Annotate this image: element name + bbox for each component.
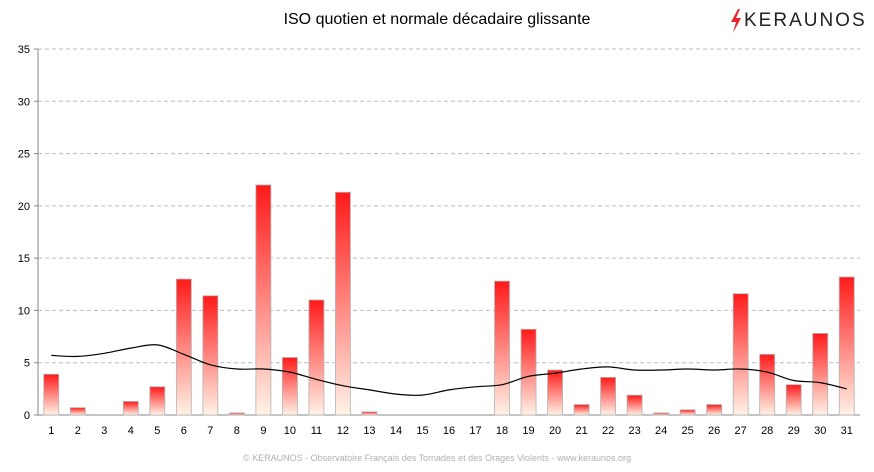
bars (43, 184, 855, 416)
x-tick-label: 11 (311, 425, 322, 437)
x-tick-label: 30 (814, 425, 826, 437)
x-tick-label: 1 (48, 425, 54, 437)
x-tick-label: 21 (575, 425, 587, 437)
x-tick-label: 19 (522, 425, 534, 437)
lightning-bolt-icon (731, 9, 741, 33)
x-tick-label: 3 (101, 425, 107, 437)
bar-day-8 (228, 412, 245, 416)
bar-day-24 (653, 412, 670, 416)
y-tick-label: 15 (18, 253, 30, 265)
normal-line (51, 344, 847, 396)
bar-day-9 (255, 184, 272, 416)
bar-day-20 (547, 369, 563, 416)
x-tick-label: 17 (469, 425, 481, 437)
bar-day-18 (494, 280, 510, 416)
y-tick-label: 20 (18, 201, 30, 213)
bar-day-23 (626, 394, 643, 416)
bar-day-28 (759, 353, 776, 416)
y-tick-label: 35 (18, 44, 30, 56)
x-tick-label: 29 (788, 425, 800, 437)
x-tick-label: 7 (207, 425, 213, 437)
chart-title: ISO quotien et normale décadaire glissan… (283, 11, 591, 28)
bar-day-26 (706, 404, 723, 416)
bar-day-12 (335, 191, 351, 416)
axes (34, 48, 860, 416)
x-tick-label: 16 (443, 425, 455, 437)
x-tick-label: 10 (284, 425, 296, 437)
bar-day-30 (812, 333, 829, 416)
bar-day-7 (202, 295, 219, 416)
x-tick-label: 22 (602, 425, 614, 437)
x-tick-label: 26 (708, 425, 720, 437)
y-tick-label: 30 (18, 96, 30, 108)
bar-day-21 (573, 404, 590, 416)
bar-day-10 (282, 357, 298, 416)
x-tick-label: 5 (154, 425, 160, 437)
footer-credit: © KERAUNOS - Observatoire Français des T… (243, 453, 631, 463)
y-tick-label: 25 (18, 149, 30, 161)
x-tick-label: 8 (234, 425, 240, 437)
x-tick-label: 25 (682, 425, 694, 437)
x-tick-label: 9 (260, 425, 266, 437)
x-tick-label: 23 (628, 425, 640, 437)
bar-day-6 (175, 278, 192, 416)
x-tick-label: 4 (128, 425, 134, 437)
bar-day-19 (520, 328, 537, 416)
x-tick-label: 20 (549, 425, 561, 437)
bar-day-25 (679, 409, 696, 416)
logo-text: KERAUNOS (744, 10, 867, 31)
x-tick-label: 18 (496, 425, 508, 437)
bar-day-13 (361, 411, 378, 416)
y-tick-label: 5 (24, 358, 30, 370)
x-tick-label: 14 (390, 425, 402, 437)
bar-day-27 (732, 293, 749, 416)
bar-day-4 (122, 401, 139, 416)
x-tick-label: 24 (655, 425, 667, 437)
x-tick-label: 2 (75, 425, 81, 437)
normal-line-layer (51, 344, 847, 396)
grid-lines (38, 48, 860, 364)
bar-day-31 (838, 276, 855, 416)
keraunos-logo: KERAUNOS (730, 8, 867, 34)
bar-day-29 (785, 384, 802, 416)
x-tick-label: 31 (841, 425, 853, 437)
y-tick-label: 10 (18, 305, 30, 317)
y-tick-label: 0 (24, 410, 30, 422)
x-tick-label: 12 (337, 425, 349, 437)
bar-day-1 (43, 373, 60, 416)
x-tick-label: 13 (363, 425, 375, 437)
bar-day-11 (308, 299, 325, 416)
bar-day-22 (600, 376, 616, 416)
x-tick-label: 6 (181, 425, 187, 437)
x-tick-label: 28 (761, 425, 773, 437)
bar-day-2 (69, 407, 86, 416)
x-tick-label: 15 (416, 425, 428, 437)
x-tick-label: 27 (735, 425, 747, 437)
bar-day-5 (149, 386, 166, 416)
